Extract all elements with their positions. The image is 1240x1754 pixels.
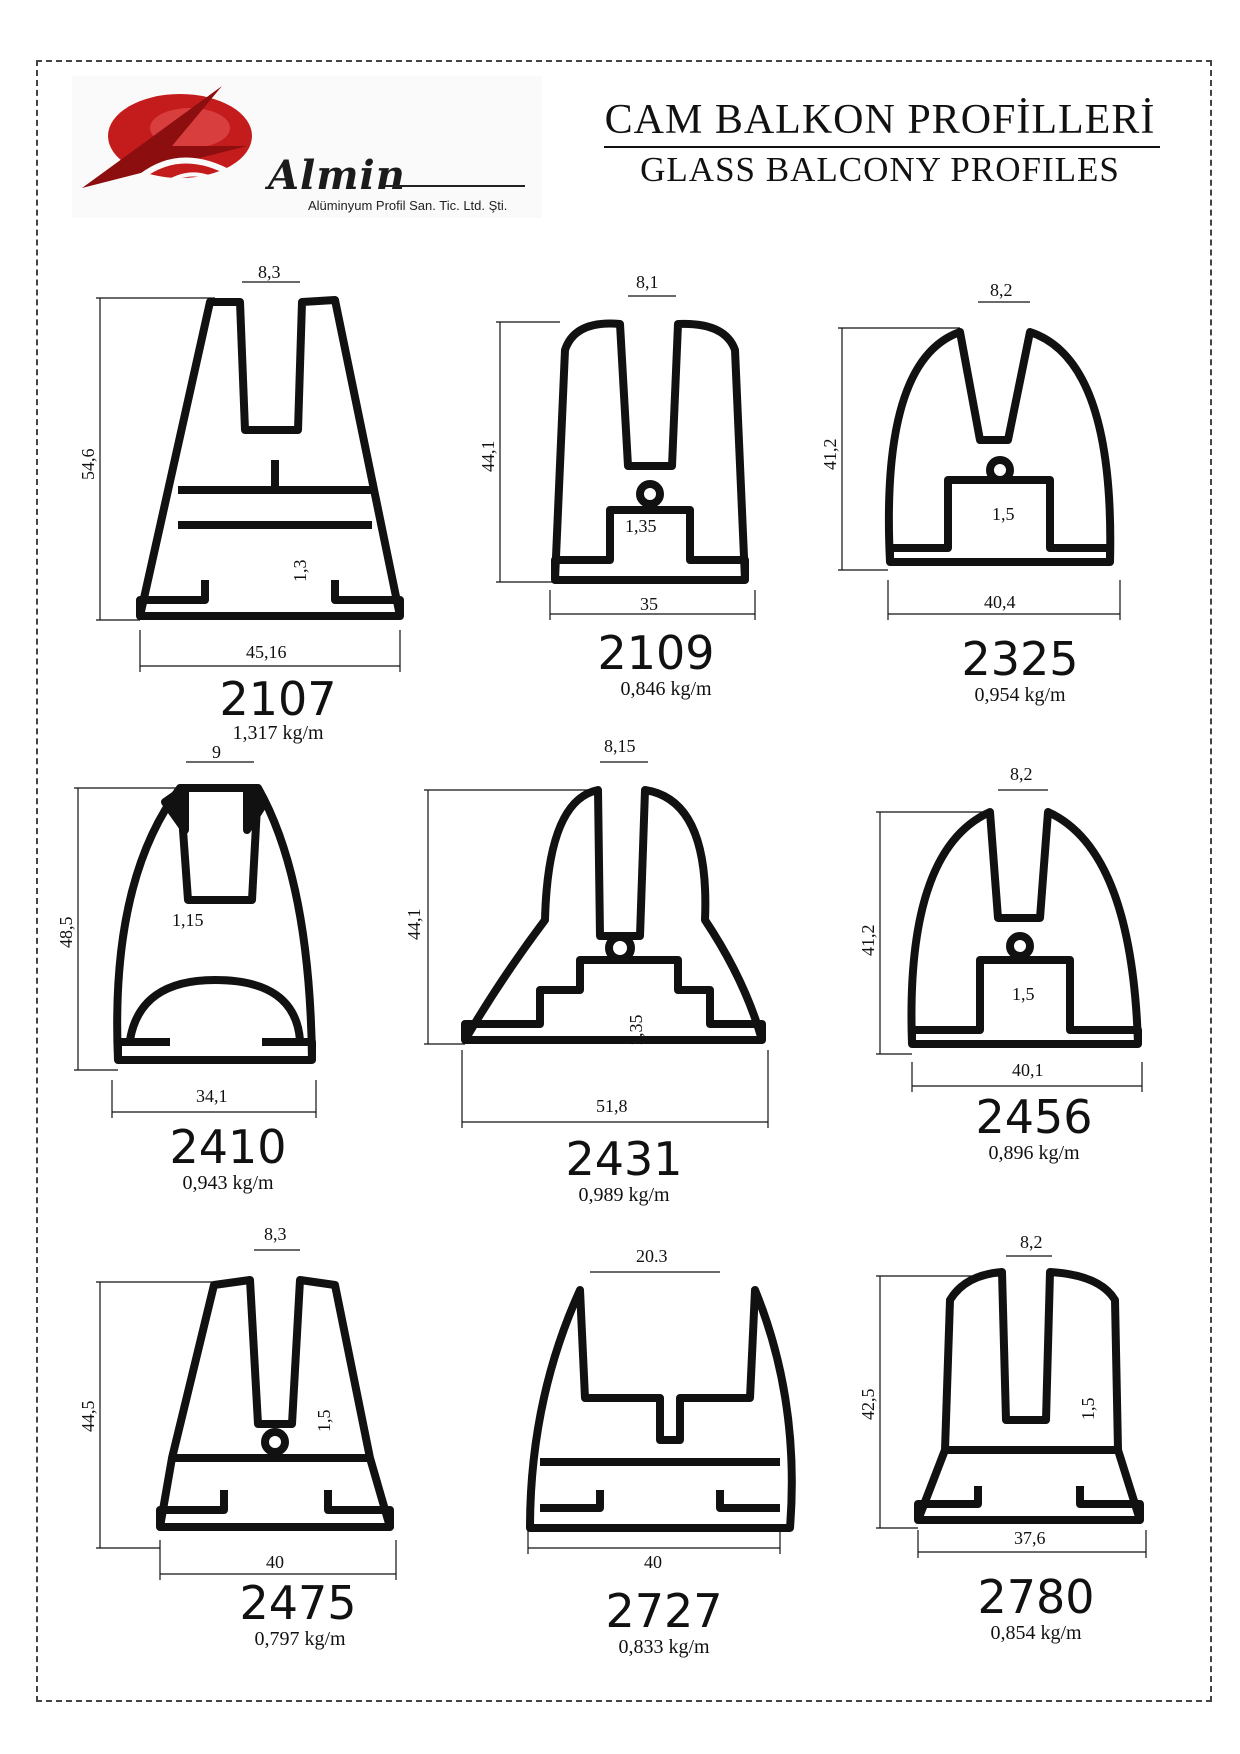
- profile-2456-section: [907, 808, 1142, 1048]
- profile-2431-section: [461, 786, 766, 1044]
- profile-2431-width-dim: 51,8: [596, 1096, 628, 1116]
- profile-2727-section: [526, 1286, 796, 1532]
- profile-2109-height-dim: 44,1: [478, 440, 498, 473]
- profile-2456-height-dim: 41,2: [858, 924, 878, 957]
- dashed-page-border: [36, 60, 1212, 1702]
- profile-2325-section: [884, 328, 1115, 566]
- profile-2107-height-dim: 54,6: [78, 448, 98, 481]
- profile-2325-wall-dim: 1,5: [992, 504, 1015, 524]
- profile-2780-code: 2780: [977, 1570, 1095, 1624]
- profile-2456-width-dim: 40,1: [1012, 1060, 1044, 1080]
- profile-2456-wall-dim: 1,5: [1012, 984, 1035, 1004]
- profile-2780-section: [914, 1268, 1144, 1524]
- profile-2325-height-dim: 41,2: [820, 438, 840, 471]
- profile-2325-width-dim: 40,4: [984, 592, 1016, 612]
- profile-2410-width-dim: 34,1: [196, 1086, 228, 1106]
- logo-underline: [385, 185, 525, 187]
- profile-2727-width-dim: 40: [644, 1552, 662, 1572]
- profile-2107-weight: 1,317 kg/m: [232, 722, 324, 744]
- profile-2107-wall-dim: 1,3: [290, 559, 310, 583]
- title-divider: [604, 146, 1160, 148]
- profile-2475-width-dim: 40: [266, 1552, 284, 1572]
- profile-2107-code: 2107: [219, 672, 337, 726]
- profile-2109-code: 2109: [597, 626, 715, 680]
- profile-2780-width-dim: 37,6: [1014, 1528, 1046, 1548]
- profile-2431-wall-dim: 1,35: [626, 1014, 646, 1047]
- logo-subtitle: Alüminyum Profil San. Tic. Ltd. Şti.: [308, 198, 508, 213]
- profile-2780-height-dim: 42,5: [858, 1388, 878, 1421]
- profile-2410-section: [113, 784, 316, 1064]
- profile-2325-slot-dim: 8,2: [990, 280, 1013, 300]
- profile-2109-slot-dim: 8,1: [636, 272, 659, 292]
- company-logo: [72, 76, 542, 218]
- profile-2107-width-dim: 45,16: [246, 642, 287, 662]
- title-english: GLASS BALCONY PROFILES: [640, 150, 1120, 189]
- profile-2431-weight: 0,989 kg/m: [578, 1184, 670, 1206]
- profile-2475-section: [156, 1276, 394, 1531]
- profile-2475-height-dim: 44,5: [78, 1400, 98, 1433]
- profile-2109-width-dim: 35: [640, 594, 658, 614]
- profile-2410-weight: 0,943 kg/m: [182, 1172, 274, 1194]
- profile-2475-weight: 0,797 kg/m: [254, 1628, 346, 1650]
- profile-2431-code: 2431: [565, 1132, 683, 1186]
- profile-2780-wall-dim: 1,5: [1078, 1397, 1098, 1421]
- logo-brand-name: Almin: [268, 152, 406, 199]
- profile-2456-code: 2456: [975, 1090, 1093, 1144]
- profile-2780-weight: 0,854 kg/m: [990, 1622, 1082, 1644]
- profile-2727-slot-dim: 20.3: [636, 1246, 668, 1266]
- profile-2325-weight: 0,954 kg/m: [974, 684, 1066, 706]
- profile-2727-weight: 0,833 kg/m: [618, 1636, 710, 1658]
- profile-2107-section: [136, 296, 404, 620]
- profile-2107-slot-dim: 8,3: [258, 262, 281, 282]
- profile-2456-slot-dim: 8,2: [1010, 764, 1033, 784]
- profile-2410-height-dim: 48,5: [56, 916, 76, 949]
- profile-2456-weight: 0,896 kg/m: [988, 1142, 1080, 1164]
- title-turkish: CAM BALKON PROFİLLERİ: [604, 97, 1156, 143]
- almin-logo-icon: [82, 86, 252, 188]
- profile-2410-code: 2410: [169, 1120, 287, 1174]
- profile-2475-slot-dim: 8,3: [264, 1224, 287, 1244]
- profile-2410-wall-dim: 1,15: [172, 910, 204, 930]
- profile-2475-code: 2475: [239, 1576, 357, 1630]
- profile-2727-code: 2727: [605, 1584, 723, 1638]
- profile-2780-slot-dim: 8,2: [1020, 1232, 1043, 1252]
- profile-2109-weight: 0,846 kg/m: [620, 678, 712, 700]
- profile-2109-wall-dim: 1,35: [625, 516, 657, 536]
- profile-2475-wall-dim: 1,5: [314, 1409, 334, 1433]
- profile-2431-slot-dim: 8,15: [604, 736, 636, 756]
- profile-2325-code: 2325: [961, 632, 1079, 686]
- profile-2410-slot-dim: 9: [212, 742, 221, 762]
- profile-2109-section: [551, 319, 749, 584]
- profile-2431-height-dim: 44,1: [404, 908, 424, 941]
